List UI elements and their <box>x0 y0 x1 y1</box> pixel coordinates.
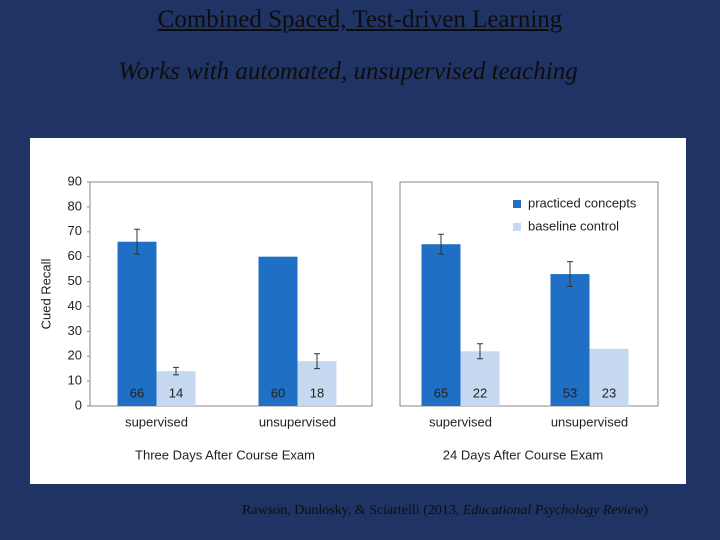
y-tick-label: 40 <box>68 298 82 313</box>
y-tick-label: 90 <box>68 173 82 188</box>
legend-label: practiced concepts <box>528 195 637 210</box>
data-label: 22 <box>473 385 487 400</box>
y-tick-label: 70 <box>68 223 82 238</box>
data-label: 14 <box>169 385 183 400</box>
y-tick-label: 30 <box>68 323 82 338</box>
legend-swatch <box>513 223 521 231</box>
data-label: 60 <box>271 385 285 400</box>
data-label: 53 <box>563 385 577 400</box>
y-tick-label: 60 <box>68 248 82 263</box>
data-label: 23 <box>602 385 616 400</box>
y-tick-label: 10 <box>68 373 82 388</box>
error-bar <box>438 233 444 255</box>
bar <box>258 256 298 406</box>
citation-text: ) <box>643 503 648 518</box>
slide-title: Combined Spaced, Test-driven Learning <box>157 6 563 33</box>
error-bar <box>477 343 483 360</box>
legend-swatch <box>513 200 521 208</box>
plot-frame <box>399 181 659 407</box>
bar <box>156 371 196 406</box>
plot-frame <box>89 181 373 407</box>
error-bar <box>314 353 320 370</box>
x-axis-label: Three Days After Course Exam <box>135 447 315 462</box>
error-bar <box>173 366 179 376</box>
error-bar <box>567 261 573 288</box>
bar <box>460 351 500 406</box>
x-tick-label: supervised <box>125 414 188 429</box>
data-label: 18 <box>310 385 324 400</box>
x-axis-label: 24 Days After Course Exam <box>443 447 603 462</box>
y-axis-label: Cued Recall <box>38 258 53 329</box>
slide-subtitle: Works with automated, unsupervised teach… <box>118 58 578 85</box>
y-tick-label: 50 <box>68 273 82 288</box>
data-label: 66 <box>130 385 144 400</box>
error-bar <box>134 228 140 255</box>
x-tick-label: unsupervised <box>259 414 336 429</box>
y-tick-label: 20 <box>68 348 82 363</box>
bar <box>421 244 461 406</box>
citation: Rawson, Dunlosky, & Sciartelli (2013, Ed… <box>85 503 720 519</box>
y-tick-label: 80 <box>68 198 82 213</box>
bar <box>589 348 629 406</box>
x-tick-label: unsupervised <box>551 414 628 429</box>
x-tick-label: supervised <box>429 414 492 429</box>
citation-journal: Educational Psychology Review <box>462 503 644 518</box>
data-label: 65 <box>434 385 448 400</box>
legend-label: baseline control <box>528 218 619 233</box>
citation-text: Rawson, Dunlosky, & Sciartelli (2013, <box>242 503 463 518</box>
bar <box>550 274 590 406</box>
y-tick-label: 0 <box>75 397 82 412</box>
bar <box>117 241 157 406</box>
